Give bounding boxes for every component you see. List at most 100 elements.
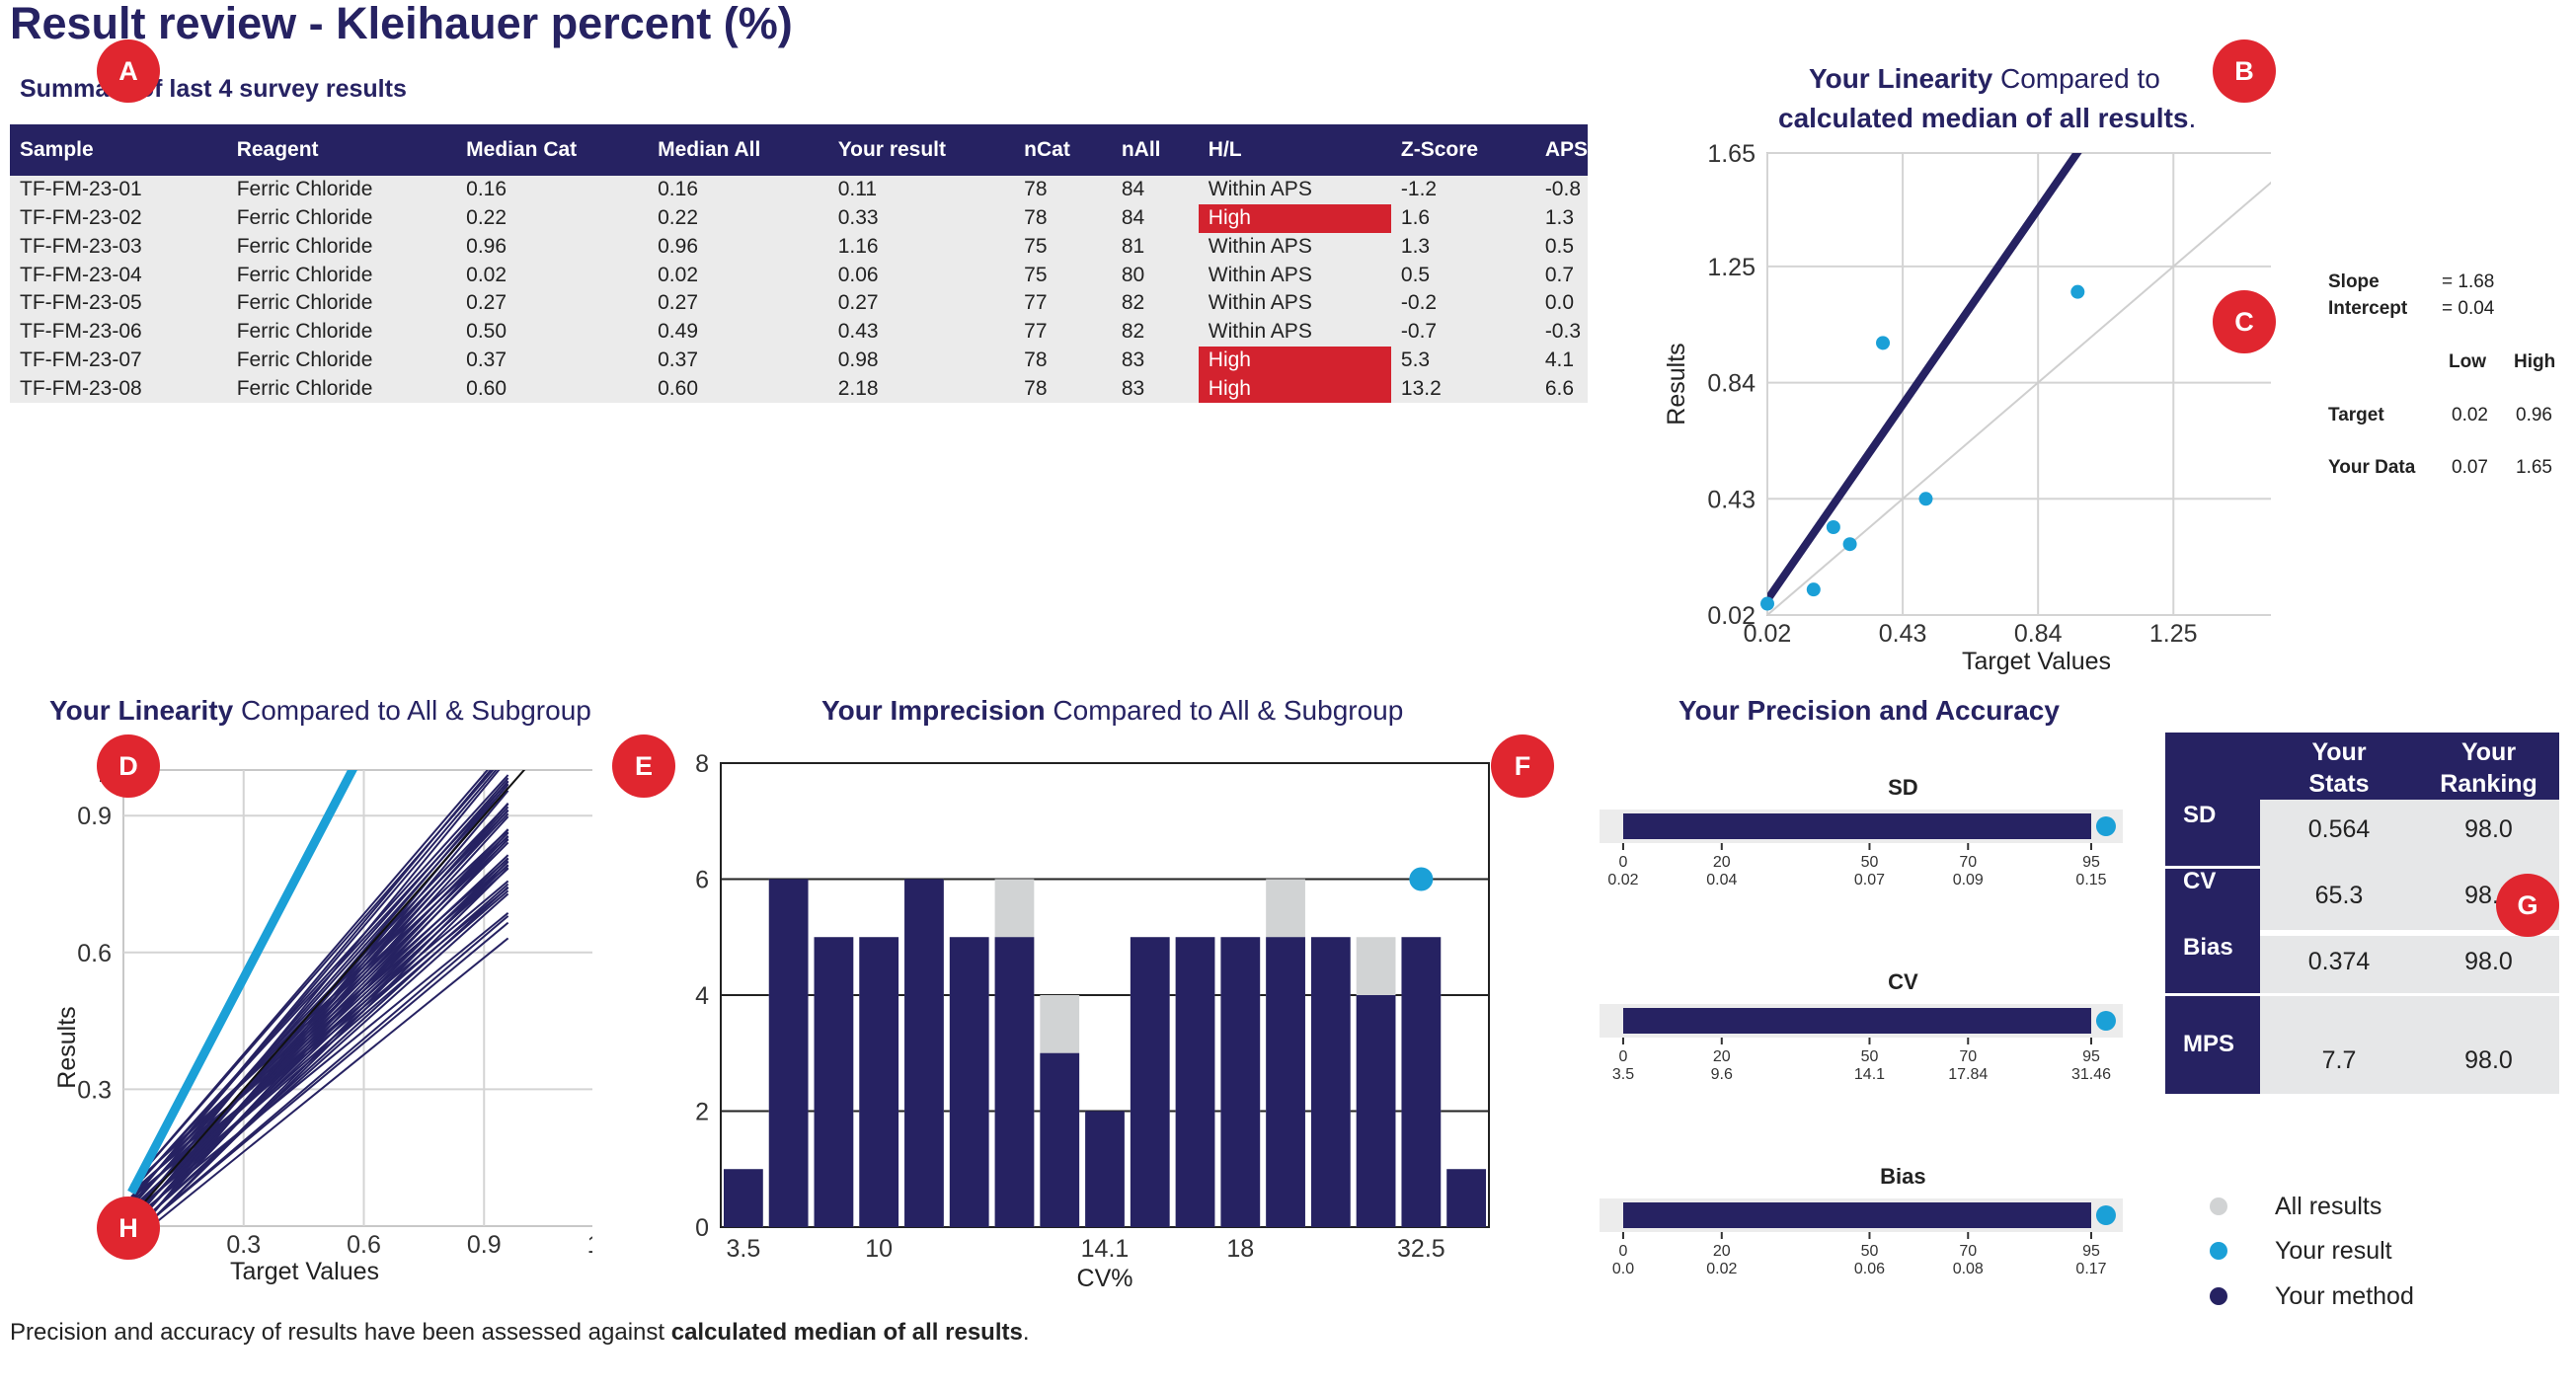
page-title: Result review - Kleihauer percent (%) xyxy=(10,0,793,48)
table-subtitle: Summary of last 4 survey results xyxy=(20,75,407,103)
target-high: 0.96 xyxy=(2516,405,2552,425)
group-line xyxy=(130,784,509,1208)
bar-your-method xyxy=(814,937,854,1227)
chart-title-precision-accuracy: Your Precision and Accuracy xyxy=(1678,695,2060,726)
table-cell: 75 xyxy=(1014,232,1112,262)
table-cell: 0.60 xyxy=(648,374,828,403)
method-bar xyxy=(1623,813,2091,839)
data-point xyxy=(1918,492,1933,506)
group-line xyxy=(149,937,509,1226)
table-cell: 77 xyxy=(1014,289,1112,318)
y-tick-label: 1.25 xyxy=(1707,254,1756,281)
bar-your-method xyxy=(768,879,809,1227)
group-line xyxy=(130,770,498,1202)
table-cell: -0.2 xyxy=(1390,289,1535,318)
table-cell: -0.3 xyxy=(1534,317,1588,347)
low-header: Low xyxy=(2449,351,2486,372)
group-line xyxy=(130,835,509,1188)
table-cell: 78 xyxy=(1014,374,1112,403)
ranking-table: Your Stats Your Ranking SD CV Bias MPS 0.5… xyxy=(2165,733,2559,1094)
table-cell: 1.3 xyxy=(1390,232,1535,262)
table-cell: 0.7 xyxy=(1534,261,1588,289)
survey-table: Sample Reagent Median Cat Median All You… xyxy=(10,124,1588,403)
table-cell: 0.22 xyxy=(648,203,828,233)
percentile-label: 20 xyxy=(1713,854,1731,871)
table-cell: 84 xyxy=(1111,176,1199,204)
table-row: TF-FM-23-04 Ferric Chloride 0.02 0.02 0.06 75… xyxy=(10,261,1588,289)
x-tick-label: 18 xyxy=(1226,1235,1254,1263)
group-line xyxy=(141,790,509,1226)
your-data-label: Your Data xyxy=(2328,457,2416,478)
table-cell: 0.50 xyxy=(456,317,649,347)
bar-your-method xyxy=(1040,1052,1080,1227)
bar-your-method xyxy=(994,937,1035,1227)
fit-line xyxy=(1767,153,2082,607)
identity-line xyxy=(123,770,526,1226)
table-cell: 78 xyxy=(1014,203,1112,233)
table-cell: 6.6 xyxy=(1534,374,1588,403)
table-cell: -0.7 xyxy=(1390,317,1535,347)
data-point xyxy=(1760,596,1774,611)
table-cell: 0.49 xyxy=(648,317,828,347)
table-cell: 0.96 xyxy=(648,232,828,262)
table-cell: 1.16 xyxy=(827,232,1015,262)
x-tick-label: 32.5 xyxy=(1397,1235,1445,1263)
table-row: TF-FM-23-01 Ferric Chloride 0.16 0.16 0.11 78… xyxy=(10,176,1588,204)
panel-label: CV xyxy=(1888,969,1918,994)
data-point xyxy=(1876,336,1891,350)
table-cell: TF-FM-23-04 xyxy=(10,261,227,289)
linearity-median-chart: 0.020.020.430.430.840.841.251.251.651.65… xyxy=(1663,140,2271,675)
table-cell: 0.02 xyxy=(648,261,828,289)
table-cell: TF-FM-23-08 xyxy=(10,374,227,403)
plot-area xyxy=(1766,152,2271,616)
bar-your-method xyxy=(1085,1111,1125,1227)
ranking-divider xyxy=(2165,866,2260,869)
legend-dot-method xyxy=(2210,1287,2227,1305)
legend-item: Your result xyxy=(2210,1237,2392,1266)
y-tick-label: 0.9 xyxy=(77,803,112,830)
table-cell: 0.37 xyxy=(456,346,649,375)
your-data-low: 0.07 xyxy=(2452,457,2488,478)
table-cell: TF-FM-23-01 xyxy=(10,176,227,204)
ranking-row-label: Bias xyxy=(2183,934,2233,961)
table-cell: 0.5 xyxy=(1534,232,1588,262)
ranking-rank-value: 98.0 xyxy=(2464,948,2513,975)
column-header: nAll xyxy=(1111,124,1199,176)
bar-your-method xyxy=(949,937,989,1227)
percentile-label: 95 xyxy=(2082,854,2100,871)
value-label: 14.1 xyxy=(1854,1066,1885,1083)
table-cell: 0.27 xyxy=(456,289,649,318)
legend-dot-all xyxy=(2210,1197,2227,1215)
table-cell: TF-FM-23-03 xyxy=(10,232,227,262)
marker-a: A xyxy=(97,39,160,103)
value-label: 0.02 xyxy=(1706,1261,1737,1277)
percentile-label: 50 xyxy=(1861,854,1879,871)
column-header: Your result xyxy=(827,124,1015,176)
group-line xyxy=(142,921,509,1226)
regression-stats: Slope = 1.68 Intercept = 0.04 Low High T… xyxy=(2328,271,2575,499)
y-tick-label: 0.84 xyxy=(1707,370,1756,398)
table-cell: 0.11 xyxy=(827,176,1015,204)
table-cell: 78 xyxy=(1014,346,1112,375)
table-cell: TF-FM-23-05 xyxy=(10,289,227,318)
identity-line xyxy=(1767,181,2271,615)
y-tick-label: 1.65 xyxy=(1707,140,1756,168)
plot-lines xyxy=(1767,153,2271,615)
ranking-stat-value: 7.7 xyxy=(2321,1046,2357,1074)
table-cell: High xyxy=(1198,374,1391,403)
method-bar xyxy=(1623,1202,2091,1228)
value-label: 0.02 xyxy=(1607,872,1638,888)
table-cell: Within APS xyxy=(1198,232,1391,262)
marker-d: D xyxy=(97,734,160,798)
table-cell: 0.96 xyxy=(456,232,649,262)
group-line xyxy=(130,770,495,1186)
bar-your-method xyxy=(904,879,944,1227)
table-cell: 0.0 xyxy=(1534,289,1588,318)
column-header: H/L xyxy=(1198,124,1391,176)
ranking-rank-value: 98.0 xyxy=(2464,1046,2513,1074)
chart-subtitle-linearity-median: calculated median of all results. xyxy=(1778,103,2197,133)
ranking-header-ranking: Your Ranking xyxy=(2440,738,2537,798)
table-cell: 5.3 xyxy=(1390,346,1535,375)
table-cell: 1.3 xyxy=(1534,203,1588,233)
group-line xyxy=(130,838,509,1204)
